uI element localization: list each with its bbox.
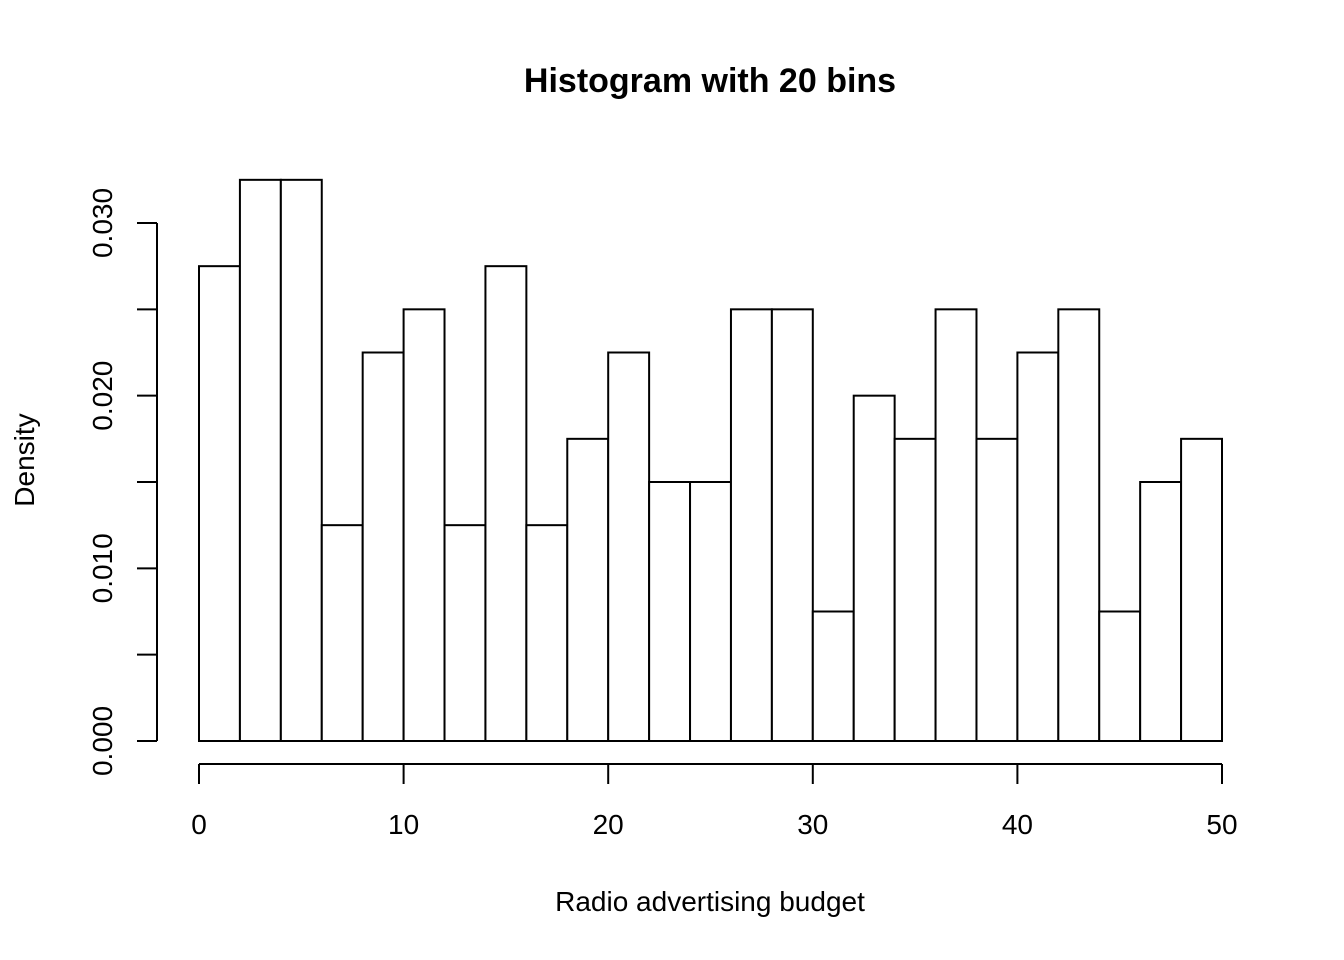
y-tick-label-4: 0.020: [87, 361, 118, 431]
histogram-bar-5: [402, 308, 446, 742]
histogram-bar-4: [361, 351, 405, 742]
bars-group: [198, 178, 1223, 743]
histogram-bar-13: [729, 308, 773, 742]
x-tick-label-0: 0: [191, 809, 207, 840]
y-tick-label-2: 0.010: [87, 533, 118, 603]
histogram-bar-2: [279, 178, 323, 743]
histogram-bar-20: [1016, 351, 1060, 742]
histogram-bar-19: [975, 437, 1019, 742]
histogram-bar-18: [934, 308, 978, 742]
x-tick-label-2: 20: [593, 809, 624, 840]
histogram-bar-7: [484, 265, 528, 742]
histogram-bar-24: [1180, 437, 1223, 742]
histogram-bar-11: [648, 481, 692, 742]
histogram-bar-10: [607, 351, 651, 742]
histogram-bar-0: [198, 265, 241, 742]
histogram-bar-8: [525, 524, 569, 743]
x-axis: 0 10 20 30 40 50: [191, 763, 1238, 840]
y-tick-label-6: 0.030: [87, 188, 118, 258]
histogram-bar-9: [566, 437, 610, 742]
histogram-bar-23: [1139, 481, 1183, 742]
x-tick-label-3: 30: [797, 809, 828, 840]
histogram-bar-15: [811, 610, 855, 742]
y-axis: 0.000 0.010 0.020 0.030: [87, 188, 158, 776]
y-tick-label-0: 0.000: [87, 706, 118, 776]
x-tick-label-4: 40: [1002, 809, 1033, 840]
histogram-bar-6: [443, 524, 487, 743]
histogram-bar-22: [1098, 610, 1142, 742]
histogram-bar-12: [689, 481, 732, 742]
histogram-bar-3: [320, 524, 364, 743]
x-axis-label: Radio advertising budget: [555, 886, 865, 917]
x-tick-label-1: 10: [388, 809, 419, 840]
histogram-bar-21: [1057, 308, 1101, 742]
histogram-bar-17: [893, 437, 937, 742]
histogram-bar-16: [852, 394, 896, 742]
histogram-bar-14: [770, 308, 814, 742]
chart-title: Histogram with 20 bins: [524, 62, 896, 100]
histogram-bar-1: [238, 178, 282, 743]
y-axis-label: Density: [9, 413, 40, 506]
x-tick-label-5: 50: [1206, 809, 1237, 840]
